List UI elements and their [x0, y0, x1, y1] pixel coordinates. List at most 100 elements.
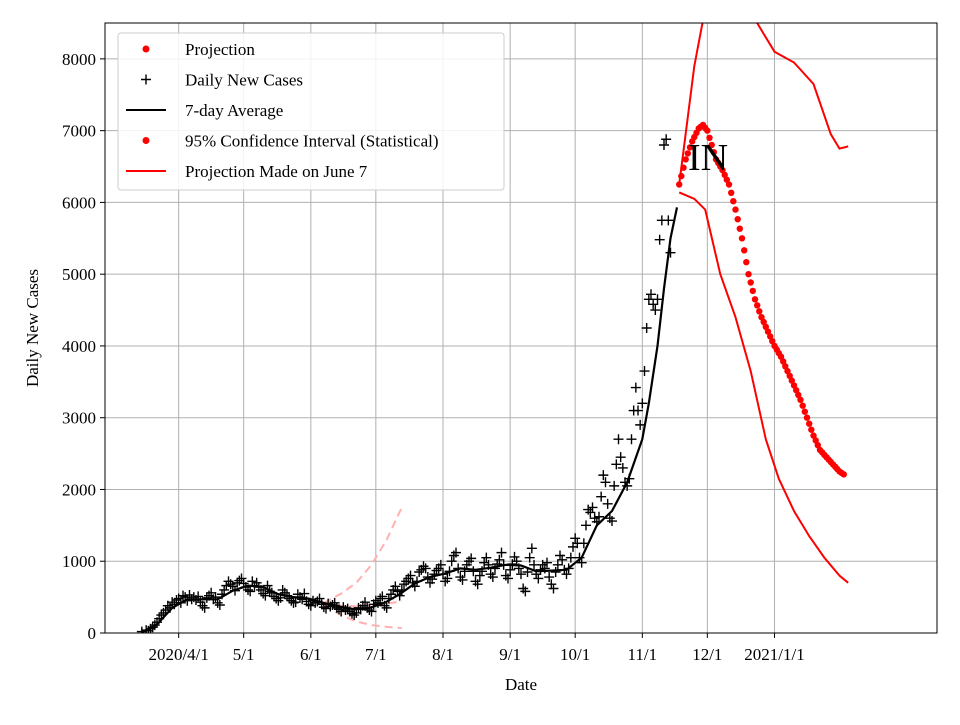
projection-point — [814, 442, 821, 449]
daily-cases-marker — [646, 289, 656, 300]
x-tick-label: 9/1 — [499, 645, 521, 664]
daily-cases-marker — [381, 602, 392, 613]
projection-point — [795, 391, 802, 399]
daily-cases-marker — [581, 520, 591, 531]
daily-cases-marker — [643, 294, 654, 305]
daily-cases-marker — [221, 580, 232, 591]
daily-cases-marker — [533, 573, 544, 584]
y-tick-label: 0 — [88, 624, 97, 643]
daily-cases-marker — [197, 600, 208, 611]
projection-point — [810, 432, 817, 439]
legend-label: Daily New Cases — [185, 71, 303, 90]
x-tick-label: 7/1 — [365, 645, 387, 664]
projection-point — [747, 279, 754, 286]
daily-cases-marker — [633, 405, 643, 416]
projection-point — [736, 225, 743, 232]
daily-cases-marker — [472, 579, 483, 590]
projection-point — [786, 372, 793, 379]
x-tick-label: 2020/4/1 — [148, 645, 208, 664]
x-tick-label: 10/1 — [560, 645, 590, 664]
daily-cases-marker — [271, 593, 282, 604]
daily-cases-marker — [201, 592, 212, 603]
daily-cases-marker — [661, 134, 672, 145]
daily-cases-marker — [481, 552, 492, 563]
y-tick-label: 5000 — [62, 265, 96, 284]
daily-cases-marker — [299, 588, 310, 599]
daily-cases-marker — [546, 579, 557, 590]
daily-cases-marker — [520, 586, 531, 597]
daily-cases-marker — [609, 480, 620, 491]
daily-cases-marker — [613, 434, 624, 445]
projection-point — [728, 189, 735, 196]
projection-point — [808, 426, 815, 433]
daily-cases-marker — [214, 600, 225, 611]
x-tick-label: 12/1 — [692, 645, 722, 664]
plot-area — [136, 23, 849, 633]
legend-label: Projection — [185, 40, 255, 59]
x-tick-label: 6/1 — [300, 645, 322, 664]
legend-label: Projection Made on June 7 — [185, 162, 368, 181]
projection-point — [738, 235, 746, 242]
daily-cases-marker — [585, 507, 596, 518]
y-tick-label: 3000 — [62, 409, 96, 428]
projection-point — [803, 414, 811, 421]
daily-cases-marker — [442, 573, 453, 584]
daily-cases-marker — [665, 247, 676, 258]
daily-cases-marker — [420, 563, 431, 574]
daily-cases-marker — [548, 583, 559, 594]
daily-cases-marker — [587, 502, 598, 513]
legend-label: 95% Confidence Interval (Statistical) — [185, 132, 439, 151]
legend-dot-marker — [142, 137, 150, 144]
daily-cases-marker — [245, 586, 256, 597]
daily-cases-marker — [557, 554, 568, 565]
projection-point — [782, 363, 789, 370]
projection-point — [734, 216, 741, 223]
daily-cases-marker — [635, 419, 646, 430]
daily-cases-marker — [466, 553, 477, 564]
daily-cases-marker — [659, 140, 669, 150]
daily-cases-marker — [637, 398, 648, 409]
projection-point — [682, 156, 689, 163]
projection-point — [680, 164, 687, 171]
daily-cases-marker — [626, 434, 637, 445]
daily-cases-marker — [570, 533, 581, 544]
projection-point — [790, 382, 798, 389]
projection-point — [754, 302, 761, 309]
daily-cases-marker — [524, 552, 535, 563]
daily-cases-marker — [206, 587, 217, 598]
projection-point — [767, 333, 774, 340]
y-tick-label: 2000 — [62, 480, 96, 499]
daily-cases-marker — [594, 511, 604, 522]
daily-cases-marker — [435, 559, 446, 570]
daily-cases-marker — [494, 554, 505, 565]
projection-point — [741, 247, 748, 254]
projection-point — [730, 198, 737, 205]
daily-cases-marker — [652, 294, 663, 305]
seven-day-average-line — [141, 207, 679, 633]
daily-cases-marker — [232, 577, 243, 588]
daily-cases-marker — [349, 610, 360, 621]
projection-point — [684, 150, 691, 157]
projection-point — [710, 149, 717, 156]
projection-point — [760, 318, 767, 326]
daily-cases-marker — [630, 382, 641, 393]
confidence-lower-line — [678, 191, 849, 584]
daily-cases-marker — [360, 597, 370, 608]
projection-point — [756, 308, 763, 315]
y-tick-label: 4000 — [62, 337, 96, 356]
daily-cases-marker — [639, 366, 650, 377]
x-tick-label: 11/1 — [628, 645, 658, 664]
daily-cases-marker — [600, 477, 611, 488]
daily-cases-marker — [526, 543, 537, 554]
daily-cases-marker — [648, 299, 659, 310]
projection-point — [751, 296, 759, 303]
projection-point — [725, 181, 733, 188]
x-tick-label: 2021/1/1 — [744, 645, 804, 664]
projection-point — [706, 134, 713, 141]
daily-cases-marker — [617, 462, 628, 473]
projection-point — [797, 396, 804, 403]
daily-cases-marker — [364, 605, 375, 616]
projection-point — [745, 271, 752, 278]
